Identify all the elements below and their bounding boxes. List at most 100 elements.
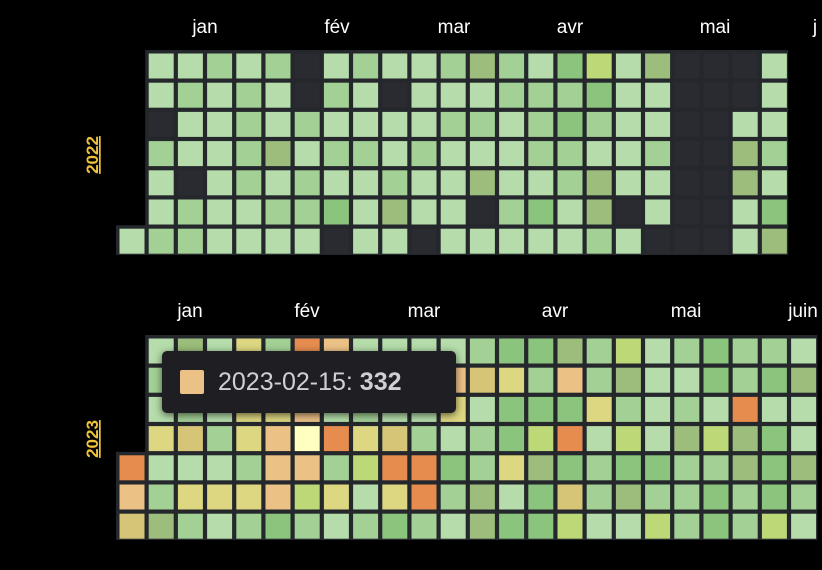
day-cell[interactable] bbox=[499, 111, 525, 137]
day-cell[interactable] bbox=[586, 141, 612, 167]
day-cell[interactable] bbox=[323, 426, 349, 452]
day-cell[interactable] bbox=[382, 82, 408, 108]
day-cell[interactable] bbox=[323, 170, 349, 196]
day-cell[interactable] bbox=[382, 111, 408, 137]
day-cell[interactable] bbox=[236, 111, 262, 137]
day-cell[interactable] bbox=[469, 455, 495, 481]
day-cell[interactable] bbox=[791, 338, 817, 364]
day-cell[interactable] bbox=[382, 455, 408, 481]
day-cell[interactable] bbox=[703, 228, 729, 254]
day-cell[interactable] bbox=[645, 426, 671, 452]
day-cell[interactable] bbox=[469, 338, 495, 364]
day-cell[interactable] bbox=[411, 111, 437, 137]
day-cell[interactable] bbox=[586, 426, 612, 452]
day-cell[interactable] bbox=[703, 338, 729, 364]
day-cell[interactable] bbox=[469, 111, 495, 137]
day-cell[interactable] bbox=[528, 367, 554, 393]
day-cell[interactable] bbox=[469, 513, 495, 539]
day-cell[interactable] bbox=[469, 199, 495, 225]
day-cell[interactable] bbox=[674, 82, 700, 108]
day-cell[interactable] bbox=[469, 367, 495, 393]
day-cell[interactable] bbox=[177, 141, 203, 167]
day-cell[interactable] bbox=[645, 141, 671, 167]
day-cell[interactable] bbox=[557, 396, 583, 422]
day-cell[interactable] bbox=[615, 141, 641, 167]
day-cell[interactable] bbox=[207, 141, 233, 167]
day-cell[interactable] bbox=[761, 111, 787, 137]
day-cell[interactable] bbox=[615, 228, 641, 254]
day-cell[interactable] bbox=[528, 513, 554, 539]
day-cell[interactable] bbox=[207, 111, 233, 137]
day-cell[interactable] bbox=[645, 53, 671, 79]
day-cell[interactable] bbox=[382, 426, 408, 452]
day-cell[interactable] bbox=[294, 82, 320, 108]
day-cell[interactable] bbox=[674, 111, 700, 137]
day-cell[interactable] bbox=[732, 513, 758, 539]
day-cell[interactable] bbox=[615, 455, 641, 481]
day-cell[interactable] bbox=[557, 484, 583, 510]
day-cell[interactable] bbox=[207, 199, 233, 225]
day-cell[interactable] bbox=[732, 170, 758, 196]
day-cell[interactable] bbox=[119, 484, 145, 510]
day-cell[interactable] bbox=[586, 455, 612, 481]
day-cell[interactable] bbox=[674, 513, 700, 539]
day-cell[interactable] bbox=[177, 426, 203, 452]
day-cell[interactable] bbox=[207, 82, 233, 108]
day-cell[interactable] bbox=[440, 141, 466, 167]
day-cell[interactable] bbox=[615, 484, 641, 510]
day-cell[interactable] bbox=[615, 426, 641, 452]
day-cell[interactable] bbox=[703, 484, 729, 510]
day-cell[interactable] bbox=[703, 367, 729, 393]
day-cell[interactable] bbox=[557, 338, 583, 364]
day-cell[interactable] bbox=[236, 426, 262, 452]
day-cell[interactable] bbox=[294, 484, 320, 510]
day-cell[interactable] bbox=[207, 455, 233, 481]
day-cell[interactable] bbox=[557, 111, 583, 137]
day-cell[interactable] bbox=[469, 141, 495, 167]
day-cell[interactable] bbox=[148, 111, 174, 137]
day-cell[interactable] bbox=[761, 141, 787, 167]
day-cell[interactable] bbox=[148, 141, 174, 167]
day-cell[interactable] bbox=[645, 396, 671, 422]
day-cell[interactable] bbox=[148, 53, 174, 79]
day-cell[interactable] bbox=[353, 484, 379, 510]
day-cell[interactable] bbox=[791, 367, 817, 393]
day-cell[interactable] bbox=[615, 367, 641, 393]
day-cell[interactable] bbox=[528, 111, 554, 137]
day-cell[interactable] bbox=[469, 228, 495, 254]
day-cell[interactable] bbox=[499, 82, 525, 108]
day-cell[interactable] bbox=[703, 426, 729, 452]
day-cell[interactable] bbox=[469, 426, 495, 452]
day-cell[interactable] bbox=[499, 53, 525, 79]
day-cell[interactable] bbox=[265, 141, 291, 167]
day-cell[interactable] bbox=[674, 396, 700, 422]
day-cell[interactable] bbox=[674, 228, 700, 254]
day-cell[interactable] bbox=[528, 141, 554, 167]
day-cell[interactable] bbox=[528, 426, 554, 452]
day-cell[interactable] bbox=[353, 455, 379, 481]
day-cell[interactable] bbox=[440, 111, 466, 137]
day-cell[interactable] bbox=[148, 82, 174, 108]
day-cell[interactable] bbox=[411, 484, 437, 510]
day-cell[interactable] bbox=[353, 53, 379, 79]
day-cell[interactable] bbox=[586, 396, 612, 422]
day-cell[interactable] bbox=[703, 53, 729, 79]
day-cell[interactable] bbox=[674, 141, 700, 167]
day-cell[interactable] bbox=[469, 396, 495, 422]
day-cell[interactable] bbox=[732, 141, 758, 167]
day-cell[interactable] bbox=[353, 228, 379, 254]
day-cell[interactable] bbox=[645, 111, 671, 137]
day-cell[interactable] bbox=[236, 170, 262, 196]
day-cell[interactable] bbox=[265, 228, 291, 254]
day-cell[interactable] bbox=[119, 455, 145, 481]
day-cell[interactable] bbox=[382, 170, 408, 196]
day-cell[interactable] bbox=[265, 426, 291, 452]
day-cell[interactable] bbox=[761, 53, 787, 79]
day-cell[interactable] bbox=[528, 455, 554, 481]
day-cell[interactable] bbox=[586, 484, 612, 510]
day-cell[interactable] bbox=[440, 228, 466, 254]
day-cell[interactable] bbox=[528, 170, 554, 196]
day-cell[interactable] bbox=[294, 455, 320, 481]
day-cell[interactable] bbox=[177, 82, 203, 108]
day-cell[interactable] bbox=[469, 170, 495, 196]
